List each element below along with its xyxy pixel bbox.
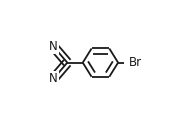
Text: N: N: [49, 40, 58, 53]
Text: N: N: [49, 72, 58, 85]
Text: Br: Br: [129, 56, 142, 69]
